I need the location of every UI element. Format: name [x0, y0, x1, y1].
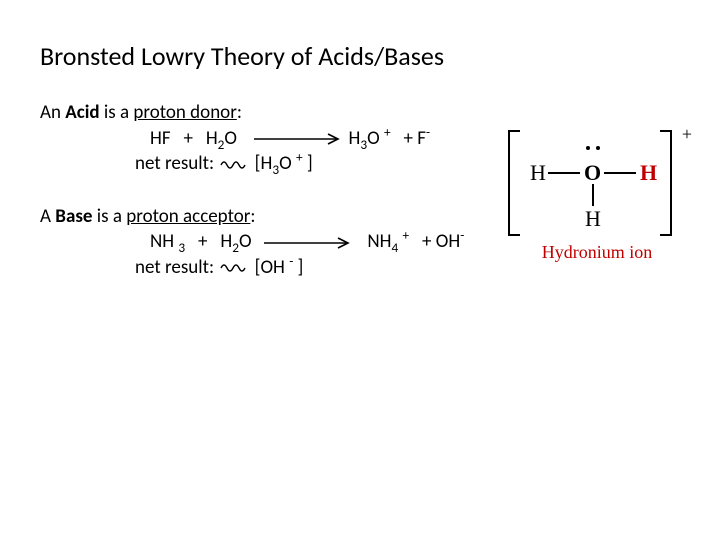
lewis-structure: + H O H H [502, 128, 692, 238]
atom-o: O [584, 160, 601, 186]
product-2: + F- [404, 127, 431, 150]
slide: Bronsted Lowry Theory of Acids/Bases An … [0, 0, 720, 540]
net-label: net result: [135, 152, 218, 175]
plus: + [198, 230, 207, 253]
plus: + [183, 127, 192, 150]
text: is a [92, 205, 126, 228]
reaction-arrow-icon [264, 236, 354, 250]
net-species: [OH - ] [255, 256, 304, 279]
hydronium-caption: Hydronium ion [502, 242, 692, 263]
net-label: net result: [135, 256, 218, 279]
slide-title: Bronsted Lowry Theory of Acids/Bases [40, 40, 680, 72]
atom-h: H [585, 206, 601, 232]
reactant-1: HF [150, 127, 171, 150]
product-1: NH4 + [367, 230, 409, 253]
increase-icon [218, 255, 250, 281]
bond-icon [604, 172, 636, 174]
charge-plus: + [682, 124, 692, 145]
product-2: + OH- [422, 230, 464, 253]
bracket-right-icon [660, 130, 672, 236]
reactant-2: H2O [220, 230, 251, 253]
reactant-1: NH 3 [150, 230, 185, 253]
lone-pair-dot-icon [596, 146, 600, 150]
atom-h: H [530, 160, 546, 186]
base-word: Base [55, 205, 92, 228]
text: An [40, 101, 65, 124]
base-definition: proton acceptor [126, 205, 250, 228]
text: is a [100, 101, 134, 124]
bond-icon [548, 172, 580, 174]
product-1: H3O + [349, 127, 391, 150]
text: : [250, 205, 255, 228]
text: A [40, 205, 55, 228]
hydronium-figure: + H O H H Hydronium ion [502, 128, 692, 263]
acid-word: Acid [65, 101, 99, 124]
lone-pair-dot-icon [586, 146, 590, 150]
bond-icon [592, 184, 594, 206]
text: : [237, 101, 242, 124]
acid-definition: proton donor [133, 101, 236, 124]
net-species: [H3O + ] [255, 152, 313, 175]
bracket-left-icon [508, 130, 520, 236]
atom-h-added: H [640, 160, 657, 186]
increase-icon [218, 152, 250, 178]
reactant-2: H2O [206, 127, 237, 150]
acid-intro-line: An Acid is a proton donor: [40, 100, 680, 126]
reaction-arrow-icon [254, 132, 344, 146]
